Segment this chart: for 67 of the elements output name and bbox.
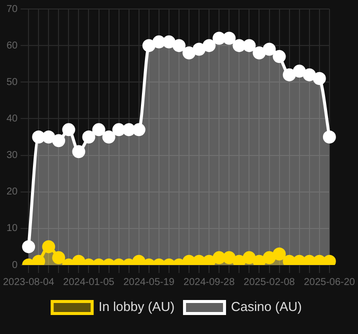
point: [102, 130, 116, 144]
point: [302, 254, 316, 265]
y-tick-label: 10: [6, 223, 18, 234]
point: [72, 254, 86, 265]
point: [202, 254, 216, 265]
point: [252, 46, 266, 60]
point: [192, 42, 206, 56]
point: [22, 240, 36, 254]
point: [142, 39, 156, 52]
point: [62, 123, 76, 136]
x-tick-label: 2024-09-28: [184, 276, 236, 288]
point: [272, 248, 286, 261]
point: [72, 145, 86, 158]
point: [32, 254, 46, 265]
point: [192, 254, 206, 265]
point: [172, 39, 186, 52]
point: [92, 123, 106, 136]
y-tick-label: 70: [6, 4, 18, 15]
point: [262, 42, 276, 56]
point: [222, 251, 236, 264]
point: [42, 130, 56, 144]
point: [242, 39, 256, 52]
point: [132, 254, 146, 265]
x-tick-label: 2024-01-05: [63, 276, 115, 288]
point: [212, 251, 226, 264]
point: [212, 32, 226, 45]
legend-label: In lobby (AU): [98, 299, 175, 314]
x-tick-label: 2025-02-08: [244, 276, 296, 288]
point: [52, 251, 66, 264]
y-tick-label: 0: [12, 260, 18, 271]
point: [132, 123, 146, 136]
point: [152, 35, 166, 48]
legend-label: Casino (AU): [231, 299, 302, 314]
point: [312, 254, 326, 265]
y-tick-label: 20: [6, 186, 18, 198]
point: [322, 254, 336, 265]
y-tick-label: 60: [6, 40, 18, 52]
point: [282, 68, 296, 82]
point: [252, 254, 266, 265]
point: [52, 134, 66, 148]
point: [292, 254, 306, 265]
x-tick-label: 2024-05-19: [123, 276, 175, 288]
point: [242, 251, 256, 264]
point: [292, 64, 306, 78]
point: [112, 123, 126, 136]
point: [302, 68, 316, 82]
point: [232, 254, 246, 265]
point: [222, 32, 236, 45]
x-tick-label: 2023-08-04: [3, 276, 55, 288]
point: [162, 35, 176, 48]
point: [32, 130, 46, 144]
point: [262, 251, 276, 264]
point: [42, 240, 56, 254]
point: [312, 72, 326, 85]
point: [282, 254, 296, 265]
point: [82, 130, 96, 144]
y-tick-label: 50: [6, 76, 18, 88]
point: [202, 39, 216, 52]
x-tick-label: 2025-06-20: [304, 276, 356, 288]
y-tick-label: 40: [6, 113, 18, 124]
point: [122, 123, 136, 136]
point: [182, 46, 196, 60]
point: [322, 130, 336, 144]
point: [182, 254, 196, 265]
y-tick-label: 30: [6, 150, 18, 162]
point: [232, 39, 246, 52]
point: [272, 50, 286, 64]
